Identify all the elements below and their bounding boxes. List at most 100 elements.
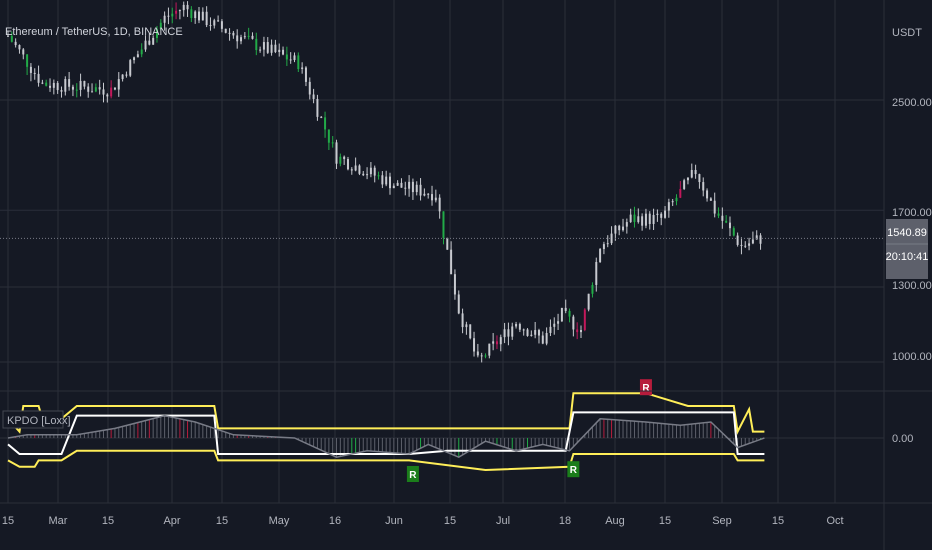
candle-body: [98, 87, 101, 90]
candle-body: [362, 173, 365, 176]
candle-body: [220, 21, 223, 29]
candle-body: [270, 44, 273, 53]
candle-body: [110, 87, 113, 97]
candle-body: [94, 87, 97, 92]
candle-body: [618, 225, 621, 231]
grid: [0, 0, 884, 503]
time-axis[interactable]: 15 Mar 15 Apr 15 May 16 Jun 15 Jul 18 Aug 15 Sep 15 Oct: [2, 515, 844, 527]
indicator-legend-box[interactable]: [2, 410, 64, 429]
candle-body: [541, 335, 544, 344]
candle-body: [453, 274, 456, 295]
candle-body: [736, 235, 739, 245]
candle-body: [740, 244, 743, 246]
candle-body: [209, 25, 212, 27]
candle-body: [606, 243, 609, 245]
symbol-title[interactable]: Ethereum / TetherUS, 1D, BINANCE: [5, 26, 183, 38]
candle-body: [446, 237, 449, 250]
signal-marker: R: [406, 466, 419, 482]
candle-body: [240, 37, 243, 42]
candle-body: [644, 213, 647, 226]
price-axis[interactable]: USDT 2500.00 1700.00 1300.00 1000.00 0.0…: [892, 27, 932, 445]
upper-band-line: [7, 392, 765, 435]
candle-body: [744, 245, 747, 247]
time-tick-label: 15: [2, 515, 14, 527]
candle-body: [495, 341, 498, 345]
time-tick-label: Sep: [712, 515, 732, 527]
candle-body: [255, 38, 258, 51]
candle-body: [159, 22, 162, 30]
candle-body: [167, 15, 170, 17]
candle-body: [14, 41, 17, 46]
candle-body: [488, 343, 491, 356]
countdown-timer: 20:10:41: [886, 251, 929, 263]
candle-body: [186, 4, 189, 10]
candle-body: [434, 197, 437, 201]
candle-body: [728, 222, 731, 229]
candle-body: [304, 67, 307, 82]
candle-body: [79, 80, 82, 90]
candle-body: [442, 211, 445, 238]
candle-body: [7, 35, 9, 37]
candle-body: [564, 307, 567, 311]
candle-body: [136, 54, 139, 58]
candle-body: [423, 193, 426, 196]
candle-body: [366, 174, 369, 176]
signal-marker: R: [639, 379, 652, 396]
candle-body: [652, 214, 655, 225]
candle-body: [755, 235, 758, 240]
candle-body: [553, 323, 556, 327]
candle-body: [266, 42, 269, 53]
candle-body: [194, 11, 197, 19]
time-tick-label: 15: [102, 515, 114, 527]
candle-body: [759, 235, 762, 244]
candle-body: [411, 181, 414, 193]
candle-body: [190, 9, 193, 19]
candle-body: [56, 82, 59, 91]
candle-body: [45, 82, 48, 86]
candle-body: [155, 29, 158, 38]
candle-body: [339, 156, 342, 164]
candle-body: [262, 42, 265, 50]
last-price-badge: 1540.89 20:10:41: [886, 219, 929, 279]
lower-band-line: [7, 449, 765, 472]
time-tick-label: 15: [444, 515, 456, 527]
candle-body: [274, 44, 277, 53]
signal-marker-letter: R: [642, 383, 650, 394]
candle-body: [576, 329, 579, 333]
candle-body: [324, 117, 327, 130]
candle-body: [530, 334, 533, 336]
candle-body: [602, 244, 605, 250]
candle-body: [560, 307, 563, 322]
candle-body: [41, 82, 44, 84]
candle-body: [293, 55, 296, 61]
candle-body: [572, 316, 575, 330]
candle-body: [583, 309, 586, 331]
candle-body: [469, 324, 472, 339]
candle-body: [22, 49, 25, 55]
candle-body: [217, 20, 220, 22]
candle-body: [522, 329, 525, 331]
candle-body: [121, 74, 124, 80]
candle-body: [660, 213, 663, 218]
candle-body: [205, 11, 208, 26]
candle-body: [285, 54, 288, 60]
candle-body: [259, 49, 262, 51]
candle-body: [664, 210, 667, 218]
candle-body: [301, 67, 304, 70]
candle-body: [228, 32, 231, 34]
candle-body: [629, 214, 632, 223]
candle-body: [431, 194, 434, 201]
candle-body: [686, 177, 689, 181]
candle-body: [198, 11, 200, 21]
candle-body: [343, 156, 346, 160]
indicator-title: KPDO [Loxx]: [7, 415, 71, 427]
time-tick-label: 15: [772, 515, 784, 527]
candle-body: [213, 20, 216, 26]
candle-body: [327, 129, 330, 143]
candle-body: [457, 294, 460, 314]
candle-body: [83, 80, 86, 87]
candle-body: [637, 216, 640, 223]
